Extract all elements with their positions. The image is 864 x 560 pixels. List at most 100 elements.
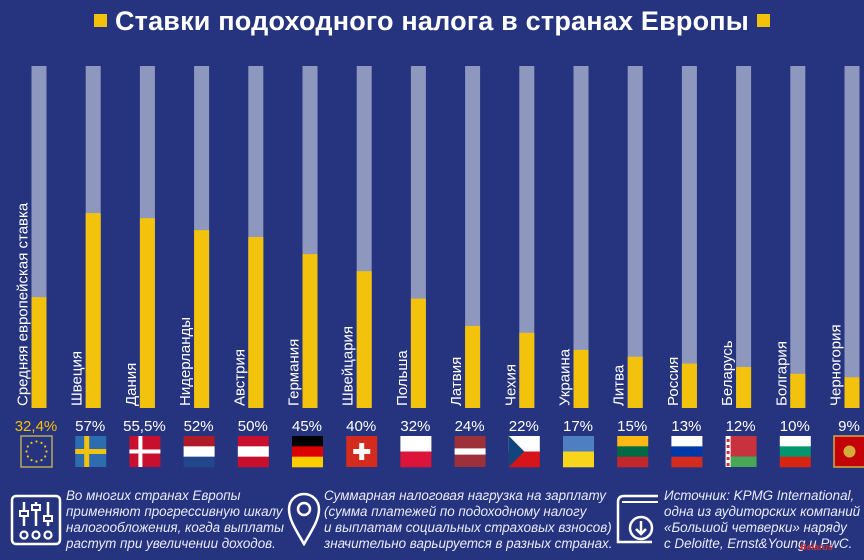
- category-label: Дания: [123, 363, 140, 406]
- bar: [627, 356, 643, 408]
- bar-track: [681, 66, 697, 408]
- flag-part: [353, 449, 371, 454]
- bar: [465, 325, 481, 408]
- value-label: 9%: [838, 418, 860, 435]
- flag-part: [129, 449, 161, 454]
- lithuania-flag: [617, 436, 649, 447]
- category-label: Австрия: [231, 349, 248, 406]
- flag-stripe: [237, 456, 269, 468]
- bar: [573, 349, 589, 408]
- category-label: Польша: [394, 350, 411, 406]
- sliders-icon: [10, 494, 62, 546]
- category-label: Чехия: [502, 364, 519, 406]
- value-label: 52%: [184, 418, 214, 435]
- note-line: «Большой четверки» наряду: [664, 520, 847, 535]
- bar: [31, 297, 47, 408]
- title-square-left: [93, 14, 107, 28]
- bar: [194, 230, 210, 408]
- eu-star: [44, 445, 47, 448]
- flag-stripe: [671, 446, 703, 457]
- czechia-triangle: [508, 436, 525, 467]
- bar: [410, 298, 426, 408]
- poland-flag: [400, 436, 432, 452]
- bar: [139, 218, 155, 408]
- watermark: Belarus: [800, 542, 834, 552]
- eu-flag-border: [20, 435, 53, 468]
- book-download-icon: [616, 494, 658, 544]
- category-label: Латвия: [448, 357, 465, 406]
- bar-track: [465, 66, 481, 408]
- value-label: 13%: [671, 418, 701, 435]
- value-label: 17%: [563, 418, 593, 435]
- value-label: 22%: [509, 418, 539, 435]
- note-line: Суммарная налоговая нагрузка на зарплату: [324, 488, 606, 503]
- note-line: и выплатам социальных страховых взносов): [324, 520, 612, 535]
- flag-stripe: [563, 451, 594, 468]
- category-label: Швеция: [69, 351, 86, 406]
- bar-track: [790, 66, 806, 408]
- category-label: Беларусь: [719, 340, 736, 406]
- note-line: (сумма платежей по подоходному налогу: [324, 504, 587, 519]
- value-label: 50%: [238, 418, 268, 435]
- flag-stripe: [292, 446, 323, 457]
- value-label: 12%: [726, 418, 756, 435]
- montenegro-border: [833, 435, 864, 468]
- note-line: применяют прогрессивную шкалу: [66, 504, 283, 519]
- title-text: Ставки подоходного налога в странах Евро…: [114, 6, 750, 36]
- flag-stripe: [237, 446, 269, 457]
- russia-flag: [671, 436, 703, 447]
- bar: [356, 271, 372, 408]
- title-square-right: [757, 14, 771, 28]
- bar-track: [844, 66, 860, 408]
- category-label: Черногория: [828, 324, 845, 406]
- value-label: 10%: [780, 418, 810, 435]
- eu-star: [30, 459, 33, 462]
- value-label: 24%: [455, 418, 485, 435]
- value-label: 32,4%: [15, 418, 58, 435]
- flag-part: [75, 449, 107, 454]
- bar-track: [519, 66, 535, 408]
- value-label: 15%: [617, 418, 647, 435]
- flag-part: [454, 448, 486, 455]
- flag-stripe: [400, 451, 432, 468]
- flag-stripe: [779, 456, 811, 468]
- value-label: 40%: [346, 418, 376, 435]
- flag-stripe: [617, 456, 649, 468]
- note-line: растут при увеличении доходов.: [66, 536, 276, 551]
- bar-track: [627, 66, 643, 408]
- map-pin-icon: [287, 492, 321, 546]
- value-label: 45%: [292, 418, 322, 435]
- bulgaria-flag: [779, 436, 811, 447]
- flag-part: [726, 445, 730, 448]
- flag-stripe: [671, 456, 703, 468]
- bar-track: [573, 66, 589, 408]
- bar: [844, 377, 860, 408]
- note-line: налогообложения, когда выплаты: [66, 520, 285, 535]
- bar: [736, 366, 752, 408]
- bar: [790, 373, 806, 408]
- category-label: Болгария: [773, 341, 790, 406]
- bar: [85, 213, 101, 408]
- montenegro-eagle: [843, 445, 856, 458]
- bar: [248, 237, 264, 408]
- category-label: Украина: [557, 348, 574, 406]
- note-tax-burden: Суммарная налоговая нагрузка на зарплату…: [282, 484, 612, 552]
- note-line: Во многих странах Европы: [66, 488, 241, 503]
- category-label: Россия: [665, 357, 682, 406]
- value-label: 57%: [75, 418, 105, 435]
- note-source: Источник: KPMG International, одна из ау…: [610, 484, 864, 552]
- eu-star: [45, 450, 48, 453]
- eu-star: [25, 450, 28, 453]
- eu-star: [35, 460, 38, 463]
- flag-part: [725, 456, 757, 467]
- flag-part: [726, 457, 730, 460]
- flag-stripe: [183, 456, 215, 468]
- austria-flag: [237, 436, 269, 447]
- note-line: с Deloitte, Ernst&Young и PwC.: [664, 536, 853, 551]
- note-progressive: Во многих странах Европы применяют прогр…: [0, 484, 284, 552]
- eu-star: [40, 441, 43, 444]
- bar: [519, 332, 535, 408]
- value-label: 32%: [400, 418, 430, 435]
- flag-stripe: [183, 446, 215, 457]
- category-label: Средняя европейская ставка: [15, 202, 32, 406]
